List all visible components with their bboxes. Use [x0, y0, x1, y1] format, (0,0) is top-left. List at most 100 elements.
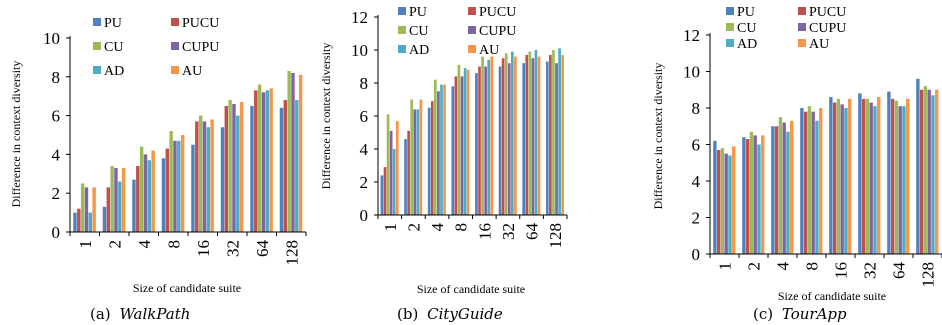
bar-walkpath-cu-32: [228, 100, 232, 232]
x-tick-label-cityguide-1: 2: [404, 223, 423, 232]
bar-tourapp-cupu-4: [782, 122, 786, 254]
legend-label-tourapp-cu: CU: [737, 21, 756, 36]
bar-walkpath-cu-2: [110, 166, 114, 232]
caption-prefix-cityguide: (b): [397, 305, 418, 323]
bar-cityguide-pucu-32: [501, 58, 505, 215]
bar-walkpath-cu-8: [169, 131, 173, 232]
bar-cityguide-au-1: [395, 120, 399, 215]
bar-walkpath-pu-2: [102, 206, 107, 232]
bar-cityguide-cupu-8: [460, 76, 464, 216]
bar-cityguide-pucu-1: [383, 167, 387, 215]
bar-cityguide-ad-32: [511, 51, 514, 216]
x-axis-label-tourapp: Size of candidate suite: [778, 289, 886, 303]
bar-walkpath-pucu-32: [224, 105, 229, 232]
bar-tourapp-au-2: [761, 135, 765, 254]
bar-cityguide-au-128: [561, 54, 565, 216]
legend-swatch-cityguide-au: [468, 45, 476, 53]
bar-walkpath-ad-32: [236, 115, 240, 232]
bar-walkpath-au-32: [239, 102, 244, 233]
y-tick-label-walkpath-0: 0: [52, 223, 61, 242]
y-tick-label-cityguide-5: 10: [351, 41, 368, 60]
bar-cityguide-pu-4: [427, 107, 431, 215]
bar-tourapp-pu-1: [713, 140, 717, 254]
y-tick-label-tourapp-2: 4: [692, 172, 701, 191]
bar-cityguide-pu-8: [451, 86, 455, 215]
bar-tourapp-pucu-4: [774, 126, 779, 254]
bar-cityguide-pucu-16: [478, 66, 481, 215]
bar-walkpath-cu-64: [257, 84, 262, 232]
legend-swatch-tourapp-ad: [726, 39, 734, 47]
bar-walkpath-ad-16: [206, 127, 211, 232]
bar-walkpath-cupu-8: [173, 140, 177, 232]
legend-label-walkpath-cupu: CUPU: [182, 40, 219, 55]
bar-walkpath-au-16: [210, 119, 214, 232]
bar-tourapp-pu-16: [829, 97, 833, 254]
bar-tourapp-au-64: [906, 98, 910, 254]
bar-tourapp-ad-64: [902, 106, 906, 254]
y-tick-label-walkpath-3: 6: [52, 107, 61, 126]
bar-tourapp-cupu-1: [724, 153, 728, 254]
bar-tourapp-pu-8: [800, 108, 804, 254]
bar-cityguide-cu-8: [457, 64, 461, 215]
bar-walkpath-ad-8: [177, 140, 181, 232]
x-tick-label-walkpath-1: 2: [105, 240, 124, 249]
bar-cityguide-cu-4: [433, 79, 437, 215]
y-tick-label-cityguide-3: 6: [360, 107, 369, 126]
bar-tourapp-cupu-16: [840, 104, 844, 254]
legend-label-tourapp-pu: PU: [737, 5, 755, 20]
bar-tourapp-ad-8: [815, 120, 819, 255]
x-tick-label-walkpath-3: 8: [164, 240, 183, 249]
bar-tourapp-ad-32: [873, 106, 877, 254]
bar-tourapp-cu-64: [894, 100, 899, 254]
y-tick-label-tourapp-1: 2: [692, 209, 701, 228]
bar-cityguide-ad-8: [463, 68, 467, 216]
bar-cityguide-pu-128: [545, 61, 549, 215]
x-tick-label-cityguide-6: 64: [523, 223, 542, 241]
x-tick-label-cityguide-3: 8: [452, 223, 471, 232]
bar-walkpath-ad-2: [118, 181, 122, 232]
x-tick-label-tourapp-0: 1: [716, 262, 735, 271]
bar-cityguide-pu-32: [498, 66, 502, 215]
bar-tourapp-au-16: [848, 98, 852, 254]
bar-walkpath-cu-1: [80, 183, 85, 232]
bar-walkpath-au-4: [151, 150, 155, 232]
bar-walkpath-pucu-16: [195, 121, 199, 232]
bar-cityguide-pu-16: [475, 73, 478, 215]
legend-label-cityguide-pu: PU: [409, 5, 427, 20]
caption-name-walkpath: WalkPath: [119, 305, 190, 323]
legend-label-tourapp-ad: AD: [737, 37, 757, 52]
bar-cityguide-cupu-2: [413, 109, 417, 215]
bar-tourapp-cupu-2: [753, 135, 757, 254]
bar-cityguide-cupu-32: [507, 63, 511, 216]
bar-cityguide-cu-32: [504, 53, 508, 215]
bar-walkpath-cupu-4: [143, 154, 148, 232]
caption-cityguide: (b) CityGuide: [397, 305, 503, 323]
bar-tourapp-cu-16: [836, 98, 841, 254]
y-tick-label-walkpath-2: 4: [52, 145, 61, 164]
bar-cityguide-ad-64: [534, 50, 538, 215]
bar-cityguide-cupu-64: [531, 58, 535, 215]
legend-label-walkpath-ad: AD: [104, 64, 124, 79]
bar-tourapp-pu-4: [771, 126, 775, 254]
bar-walkpath-pu-1: [73, 212, 77, 232]
caption-prefix-walkpath: (a): [90, 305, 111, 323]
y-tick-label-walkpath-5: 10: [43, 29, 60, 48]
legend-swatch-cityguide-ad: [398, 45, 406, 53]
legend-swatch-walkpath-pu: [93, 18, 101, 26]
bar-walkpath-cu-4: [139, 146, 144, 232]
bar-walkpath-pucu-8: [165, 148, 170, 232]
bar-walkpath-pu-8: [161, 158, 166, 232]
legend-swatch-cityguide-cu: [398, 26, 406, 34]
bar-cityguide-cu-64: [528, 51, 532, 216]
x-tick-label-tourapp-2: 4: [774, 262, 793, 271]
x-tick-label-walkpath-4: 16: [194, 240, 213, 257]
bar-cityguide-au-16: [490, 56, 494, 215]
bar-walkpath-au-2: [121, 167, 126, 232]
x-tick-label-cityguide-5: 32: [499, 223, 518, 240]
legend-label-walkpath-cu: CU: [104, 40, 123, 55]
y-axis-label-tourapp: Difference in context diversity: [651, 63, 665, 210]
bar-tourapp-cupu-128: [927, 89, 931, 254]
y-axis-label-cityguide: Difference in context diversity: [319, 43, 333, 190]
